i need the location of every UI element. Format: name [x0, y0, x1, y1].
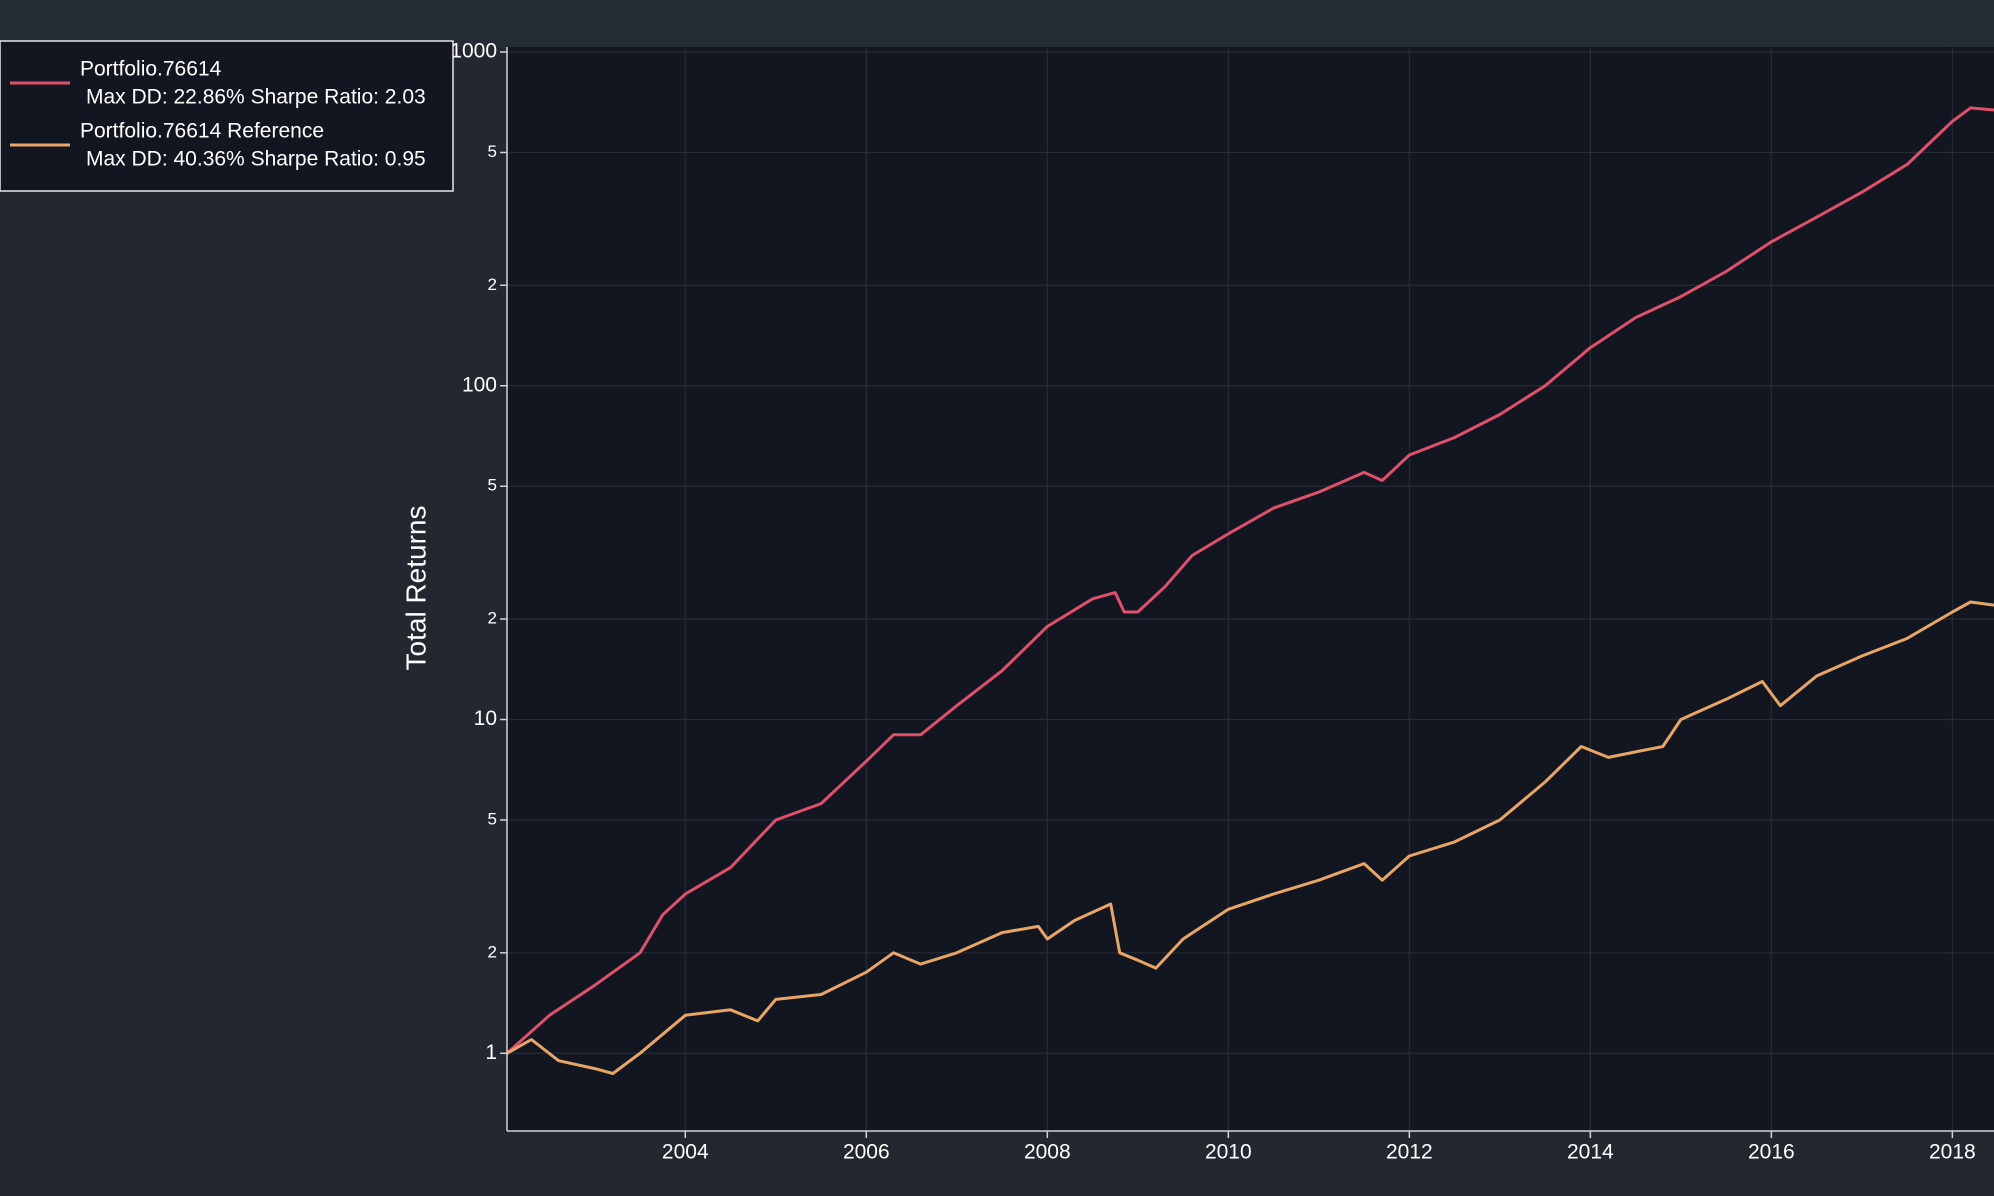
legend-note: Max DD: 22.86% Sharpe Ratio: 2.03: [86, 86, 426, 109]
legend-label: Portfolio.76614 Reference: [80, 120, 324, 143]
y-tick-label: 5: [488, 476, 497, 495]
x-tick-label: 2008: [1024, 1141, 1071, 1164]
y-tick-label: 2: [488, 275, 497, 294]
x-tick-label: 2016: [1748, 1141, 1795, 1164]
y-tick-label: 100: [462, 373, 497, 396]
y-tick-label: 2: [488, 609, 497, 628]
y-tick-label: 5: [488, 809, 497, 828]
y-tick-label: 10: [474, 707, 497, 730]
plot-area: [507, 47, 1994, 1131]
series-line: [506, 600, 1994, 1075]
x-tick-label: 2010: [1205, 1141, 1252, 1164]
legend-note: Max DD: 40.36% Sharpe Ratio: 0.95: [86, 148, 426, 171]
x-tick-label: 2018: [1929, 1141, 1976, 1164]
x-tick-label: 2014: [1567, 1141, 1614, 1164]
y-axis-label: Total Returns: [400, 506, 431, 671]
top-bar: [0, 0, 1994, 47]
y-tick-label: 5: [488, 142, 497, 161]
y-tick-label: 1000: [450, 40, 497, 63]
grid: 1 2 5 10 2 5 100 2 5 1000 2004 2006 2008 2010 2012 2014…: [450, 40, 1994, 1164]
legend: Portfolio.76614 Max DD: 22.86% Sharpe Rat…: [0, 40, 454, 192]
x-tick-label: 2006: [843, 1141, 890, 1164]
legend-label: Portfolio.76614: [80, 58, 222, 81]
legend-box: [0, 40, 454, 192]
y-tick-label: 1: [485, 1041, 497, 1064]
lines: [506, 106, 1994, 1075]
series-line: [506, 106, 1994, 1055]
x-tick-label: 2004: [662, 1141, 709, 1164]
x-tick-label: 2012: [1386, 1141, 1433, 1164]
y-tick-label: 2: [488, 942, 497, 961]
